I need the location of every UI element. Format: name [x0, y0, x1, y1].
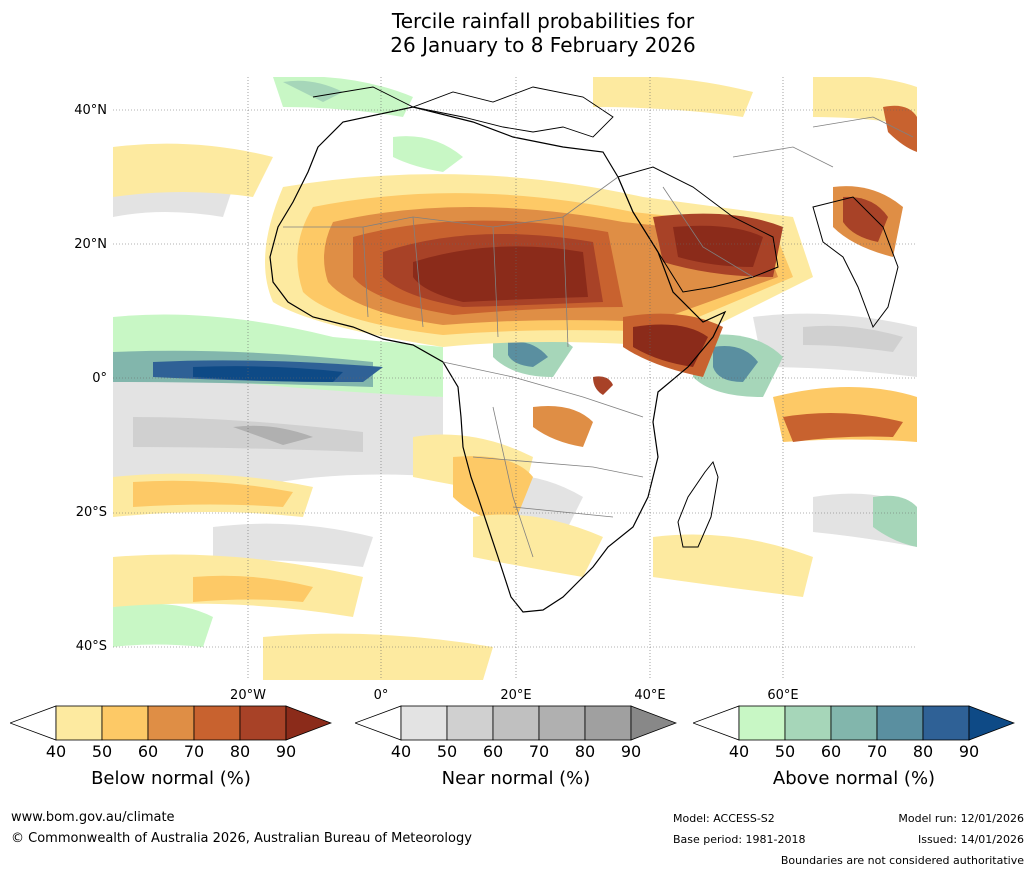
lon-label-20e: 20°E	[500, 688, 532, 703]
below-normal-title: Below normal (%)	[91, 768, 251, 789]
lat-label-0: 0°	[92, 371, 107, 386]
below-tick-50: 50	[91, 742, 113, 761]
above-normal-title: Above normal (%)	[772, 768, 936, 789]
rainfall-probability-map	[113, 77, 917, 680]
near-tick-40: 40	[390, 742, 412, 761]
lon-label-0: 0°	[373, 688, 389, 703]
arabia-coastline	[617, 166, 779, 293]
below-normal-areas	[113, 77, 917, 680]
below-tick-40: 40	[45, 742, 67, 761]
near-normal-title: Near normal (%)	[441, 768, 591, 789]
model-label: Model: ACCESS-S2	[673, 812, 775, 825]
lat-label-40s: 40°S	[75, 639, 107, 654]
lon-label-40e: 40°E	[634, 688, 666, 703]
near-tick-60: 60	[482, 742, 504, 761]
above-tick-60: 60	[820, 742, 842, 761]
graticule	[113, 77, 917, 680]
below-tick-70: 70	[183, 742, 205, 761]
country-boundaries	[283, 116, 914, 558]
india-coastline	[812, 196, 899, 329]
above-normal-colorbar	[693, 705, 1015, 741]
above-tick-90: 90	[958, 742, 980, 761]
lon-label-60e: 60°E	[767, 688, 799, 703]
europe-coastline	[312, 86, 614, 138]
near-tick-90: 90	[620, 742, 642, 761]
copyright-text: © Commonwealth of Australia 2026, Austra…	[11, 831, 472, 846]
madagascar-coastline	[677, 460, 719, 548]
website-link[interactable]: www.bom.gov.au/climate	[11, 810, 175, 825]
model-run-label: Model run: 12/01/2026	[898, 812, 1024, 825]
near-normal-colorbar	[355, 705, 677, 741]
below-tick-60: 60	[137, 742, 159, 761]
above-normal-areas	[113, 77, 917, 647]
below-normal-colorbar	[10, 705, 332, 741]
map-svg	[113, 77, 917, 680]
near-tick-80: 80	[574, 742, 596, 761]
map-title: Tercile rainfall probabilities for 26 Ja…	[0, 9, 1035, 57]
near-tick-70: 70	[528, 742, 550, 761]
below-tick-90: 90	[275, 742, 297, 761]
lon-label-20w: 20°W	[230, 688, 266, 703]
lat-label-40n: 40°N	[74, 103, 107, 118]
above-tick-80: 80	[912, 742, 934, 761]
near-tick-50: 50	[436, 742, 458, 761]
lat-label-20n: 20°N	[74, 237, 107, 252]
base-period-label: Base period: 1981-2018	[673, 833, 806, 846]
disclaimer-text: Boundaries are not considered authoritat…	[780, 854, 1024, 867]
above-tick-70: 70	[866, 742, 888, 761]
lat-label-20s: 20°S	[75, 505, 107, 520]
title-line-2: 26 January to 8 February 2026	[390, 33, 696, 57]
above-tick-50: 50	[774, 742, 796, 761]
issued-label: Issued: 14/01/2026	[917, 833, 1024, 846]
above-tick-40: 40	[728, 742, 750, 761]
title-line-1: Tercile rainfall probabilities for	[391, 9, 695, 33]
below-tick-80: 80	[229, 742, 251, 761]
